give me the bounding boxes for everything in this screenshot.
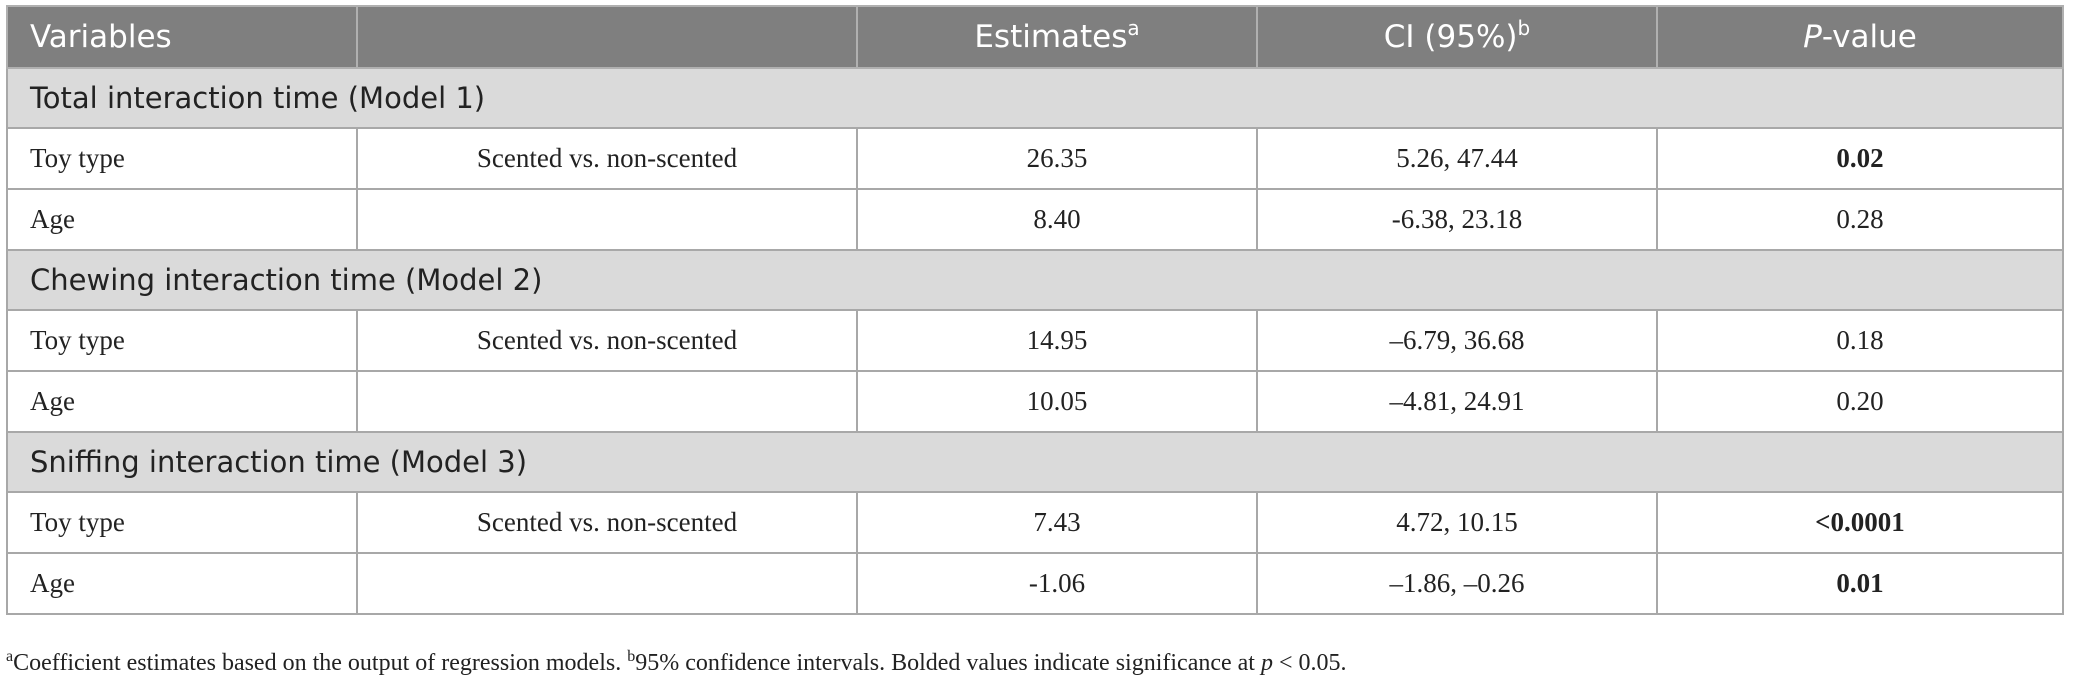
cell-estimate: 26.35: [856, 127, 1258, 190]
cell-estimate: -1.06: [856, 552, 1258, 615]
cell-estimate: 10.05: [856, 370, 1258, 433]
section-title: Total interaction time (Model 1): [6, 67, 2064, 129]
cell-ci: –6.79, 36.68: [1256, 309, 1658, 372]
results-table: Variables Estimatesa CI (95%)b P-value T…: [6, 5, 2064, 615]
cell-pvalue: 0.01: [1656, 552, 2064, 615]
header-pvalue-rest: -value: [1821, 19, 1917, 55]
table-row: Age 8.40 -6.38, 23.18 0.28: [6, 188, 2064, 251]
footnote-a-mark: a: [6, 648, 14, 665]
header-ci-label: CI (95%): [1383, 19, 1518, 55]
cell-comparison: [356, 552, 858, 615]
cell-variable: Toy type: [6, 309, 358, 372]
table-body: Total interaction time (Model 1) Toy type…: [6, 67, 2064, 615]
table-row: Toy type Scented vs. non-scented 7.43 4.72,…: [6, 491, 2064, 554]
header-pvalue: P-value: [1656, 5, 2064, 69]
footnote-p-symbol: p: [1260, 650, 1273, 676]
section-row: Sniffing interaction time (Model 3): [6, 431, 2064, 493]
cell-estimate: 7.43: [856, 491, 1258, 554]
cell-ci: 5.26, 47.44: [1256, 127, 1658, 190]
cell-variable: Toy type: [6, 127, 358, 190]
cell-variable: Age: [6, 552, 358, 615]
table-footnote: aCoefficient estimates based on the outp…: [6, 648, 2066, 677]
footnote-threshold: < 0.05.: [1272, 650, 1347, 676]
cell-comparison: Scented vs. non-scented: [356, 127, 858, 190]
header-blank: [356, 5, 858, 69]
header-estimates-label: Estimates: [974, 19, 1128, 55]
footnote-b-mark: b: [627, 648, 636, 665]
header-variables: Variables: [6, 5, 358, 69]
cell-variable: Age: [6, 188, 358, 251]
table-header-row: Variables Estimatesa CI (95%)b P-value: [6, 5, 2064, 69]
header-ci-footnote-mark: b: [1517, 16, 1531, 40]
footnote-b-text: 95% confidence intervals. Bolded values …: [635, 650, 1261, 676]
section-title: Sniffing interaction time (Model 3): [6, 431, 2064, 493]
table-row: Age 10.05 –4.81, 24.91 0.20: [6, 370, 2064, 433]
header-estimates-footnote-mark: a: [1127, 16, 1140, 40]
cell-comparison: Scented vs. non-scented: [356, 309, 858, 372]
table-row: Toy type Scented vs. non-scented 14.95 –6.7…: [6, 309, 2064, 372]
cell-comparison: Scented vs. non-scented: [356, 491, 858, 554]
cell-variable: Age: [6, 370, 358, 433]
cell-comparison: [356, 370, 858, 433]
cell-ci: –1.86, –0.26: [1256, 552, 1658, 615]
cell-pvalue: 0.18: [1656, 309, 2064, 372]
header-estimates: Estimatesa: [856, 5, 1258, 69]
cell-variable: Toy type: [6, 491, 358, 554]
cell-pvalue: 0.02: [1656, 127, 2064, 190]
cell-estimate: 14.95: [856, 309, 1258, 372]
cell-pvalue: 0.28: [1656, 188, 2064, 251]
header-ci: CI (95%)b: [1256, 5, 1658, 69]
cell-ci: –4.81, 24.91: [1256, 370, 1658, 433]
footnote-a-text: Coefficient estimates based on the outpu…: [13, 650, 628, 676]
table-row: Age -1.06 –1.86, –0.26 0.01: [6, 552, 2064, 615]
table-row: Toy type Scented vs. non-scented 26.35 5.26…: [6, 127, 2064, 190]
section-row: Total interaction time (Model 1): [6, 67, 2064, 129]
cell-comparison: [356, 188, 858, 251]
section-title: Chewing interaction time (Model 2): [6, 249, 2064, 311]
cell-pvalue: 0.20: [1656, 370, 2064, 433]
cell-ci: 4.72, 10.15: [1256, 491, 1658, 554]
cell-estimate: 8.40: [856, 188, 1258, 251]
section-row: Chewing interaction time (Model 2): [6, 249, 2064, 311]
cell-ci: -6.38, 23.18: [1256, 188, 1658, 251]
cell-pvalue: <0.0001: [1656, 491, 2064, 554]
header-pvalue-italic: P: [1803, 19, 1822, 55]
